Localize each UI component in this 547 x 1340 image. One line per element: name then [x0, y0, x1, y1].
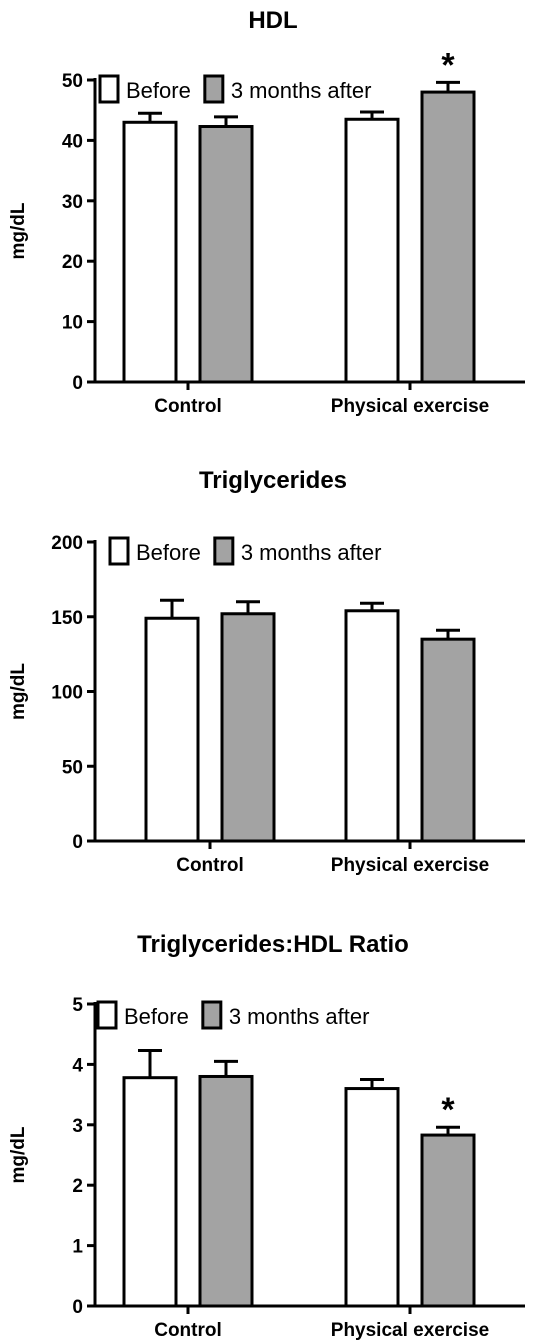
chart-title: Triglycerides:HDL Ratio — [137, 931, 409, 958]
bar — [344, 117, 400, 384]
chart-3: Triglycerides:HDL Ratio mg/dL 0 1 2 3 4 5 Contro… — [8, 931, 525, 1340]
bar — [198, 125, 254, 384]
bar — [220, 612, 276, 843]
y-tick-label: 50 — [62, 71, 83, 92]
significance-marker: * — [441, 1091, 455, 1129]
y-tick-label: 5 — [72, 995, 83, 1016]
y-tick-label: 0 — [72, 1297, 83, 1318]
legend-label: Before — [126, 78, 191, 103]
bar — [144, 616, 200, 843]
y-tick-label: 30 — [62, 192, 83, 213]
y-tick-label: 50 — [62, 757, 83, 778]
legend-swatch — [213, 536, 235, 566]
x-tick-label: Physical exercise — [331, 855, 489, 876]
chart-title: HDL — [248, 7, 297, 34]
x-tick-label: Physical exercise — [331, 396, 489, 417]
y-tick-label: 40 — [62, 131, 83, 152]
y-tick-label: 1 — [72, 1237, 83, 1258]
y-tick-label: 0 — [72, 832, 83, 853]
legend-label: 3 months after — [241, 540, 382, 565]
y-tick-label: 10 — [62, 313, 83, 334]
chart-2: Triglycerides mg/dL 0 50 100 150 200 Control Phy… — [8, 467, 525, 876]
x-tick-label: Control — [154, 396, 222, 417]
x-tick-label: Control — [176, 855, 244, 876]
legend: Before 3 months after — [98, 74, 372, 104]
bar — [198, 1074, 254, 1308]
chart-1: HDL mg/dL 0 10 20 30 40 50 Control Physical exerc… — [8, 7, 525, 417]
y-tick-label: 20 — [62, 252, 83, 273]
legend-swatch — [96, 1000, 118, 1030]
legend: Before 3 months after — [108, 536, 382, 566]
bar — [420, 637, 476, 843]
y-axis-label: mg/dL — [8, 663, 29, 720]
bar — [420, 90, 476, 384]
significance-marker: * — [441, 46, 455, 84]
legend-label: 3 months after — [231, 78, 372, 103]
y-tick-label: 0 — [72, 373, 83, 394]
y-axis-label: mg/dL — [8, 202, 29, 259]
y-tick-label: 3 — [72, 1116, 83, 1137]
bar — [344, 609, 400, 843]
legend-label: Before — [124, 1004, 189, 1029]
chart-title: Triglycerides — [199, 467, 347, 494]
bar — [344, 1087, 400, 1308]
legend-swatch — [98, 74, 120, 104]
legend: Before 3 months after — [96, 1000, 370, 1030]
bar — [122, 120, 178, 384]
y-tick-label: 200 — [51, 533, 83, 554]
bar — [122, 1076, 178, 1308]
legend-swatch — [201, 1000, 223, 1030]
y-tick-label: 2 — [72, 1176, 83, 1197]
x-tick-label: Physical exercise — [331, 1320, 489, 1340]
legend-label: 3 months after — [229, 1004, 370, 1029]
legend-swatch — [108, 536, 130, 566]
y-axis-label: mg/dL — [8, 1126, 29, 1183]
y-tick-label: 150 — [51, 608, 83, 629]
legend-swatch — [203, 74, 225, 104]
x-tick-label: Control — [154, 1320, 222, 1340]
y-tick-label: 100 — [51, 683, 83, 704]
y-tick-label: 4 — [72, 1055, 83, 1076]
legend-label: Before — [136, 540, 201, 565]
bar — [420, 1133, 476, 1308]
